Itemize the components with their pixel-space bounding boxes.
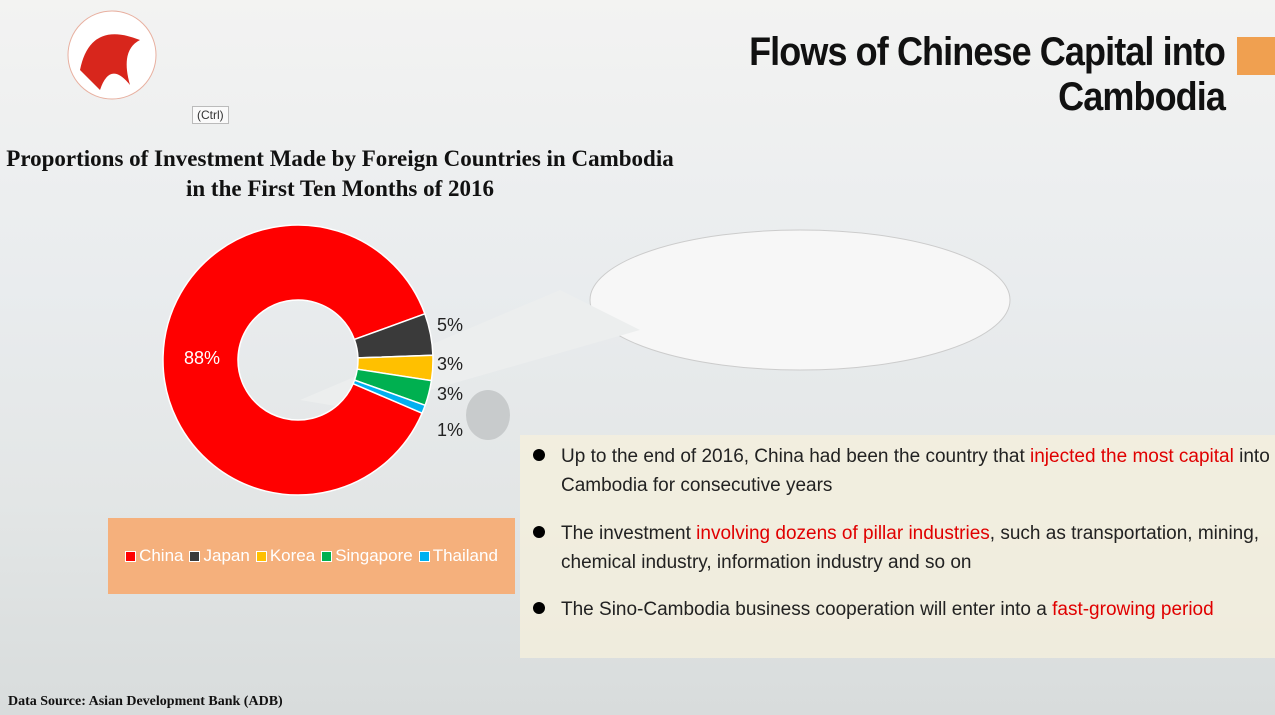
legend-label: China bbox=[139, 546, 184, 565]
legend-item: Japan bbox=[189, 546, 250, 566]
legend-swatch bbox=[189, 550, 201, 562]
data-label: 3% bbox=[437, 384, 463, 404]
paste-options-button[interactable]: (Ctrl) bbox=[192, 106, 229, 124]
legend-item: China bbox=[125, 546, 183, 566]
data-label: 5% bbox=[437, 315, 463, 335]
bullet: The Sino-Cambodia business cooperation w… bbox=[561, 595, 1271, 624]
legend-label: Korea bbox=[269, 546, 316, 565]
text: , such as transportation, mining, chemic… bbox=[561, 523, 1260, 573]
highlight: injected the most capital bbox=[1030, 446, 1234, 467]
legend-swatch bbox=[321, 550, 333, 562]
donut-slice bbox=[162, 224, 426, 496]
legend-swatch bbox=[125, 550, 137, 562]
data-label: 1% bbox=[437, 420, 463, 440]
legend-item: Singapore bbox=[321, 546, 413, 566]
data-label: 3% bbox=[437, 354, 463, 374]
page-title: Flows of Chinese Capital into Cambodia bbox=[749, 30, 1226, 119]
legend-label: Thailand bbox=[432, 546, 498, 565]
bullet-dot bbox=[533, 526, 545, 538]
logo-mark bbox=[80, 34, 140, 90]
legend: China Japan Korea Singapore Thailand bbox=[108, 518, 515, 594]
legend-swatch bbox=[418, 550, 430, 562]
plane-engine bbox=[466, 390, 510, 440]
highlight: involving dozens of pillar industries bbox=[696, 523, 990, 544]
legend-label: Singapore bbox=[335, 546, 413, 565]
legend-item: Korea bbox=[255, 546, 316, 566]
donut-slice bbox=[352, 379, 427, 415]
legend-label: Japan bbox=[203, 546, 250, 565]
bullet-dot bbox=[533, 602, 545, 614]
highlight: fast-growing period bbox=[1052, 599, 1214, 620]
text: The Sino-Cambodia business cooperation w… bbox=[561, 599, 1053, 620]
plane-body bbox=[589, 229, 1011, 371]
title-accent bbox=[1237, 37, 1275, 75]
text: The investment bbox=[561, 523, 697, 544]
text: into Cambodia for consecutive years bbox=[561, 446, 1270, 496]
legend-item: Thailand bbox=[418, 546, 498, 566]
data-label: 88% bbox=[184, 348, 220, 368]
bullet-dot bbox=[533, 449, 545, 461]
bullet: Up to the end of 2016, China had been th… bbox=[561, 442, 1271, 500]
bullet: The investment involving dozens of pilla… bbox=[561, 519, 1271, 577]
legend-swatch bbox=[255, 550, 267, 562]
chart-title: Proportions of Investment Made by Foreig… bbox=[6, 146, 674, 201]
bullet-panel bbox=[520, 435, 1275, 658]
data-source: Data Source: Asian Development Bank (ADB… bbox=[8, 694, 283, 709]
text: Up to the end of 2016, China had been th… bbox=[561, 446, 1031, 467]
donut-chart: 88% 5% 3% 3% 1% bbox=[162, 224, 463, 496]
